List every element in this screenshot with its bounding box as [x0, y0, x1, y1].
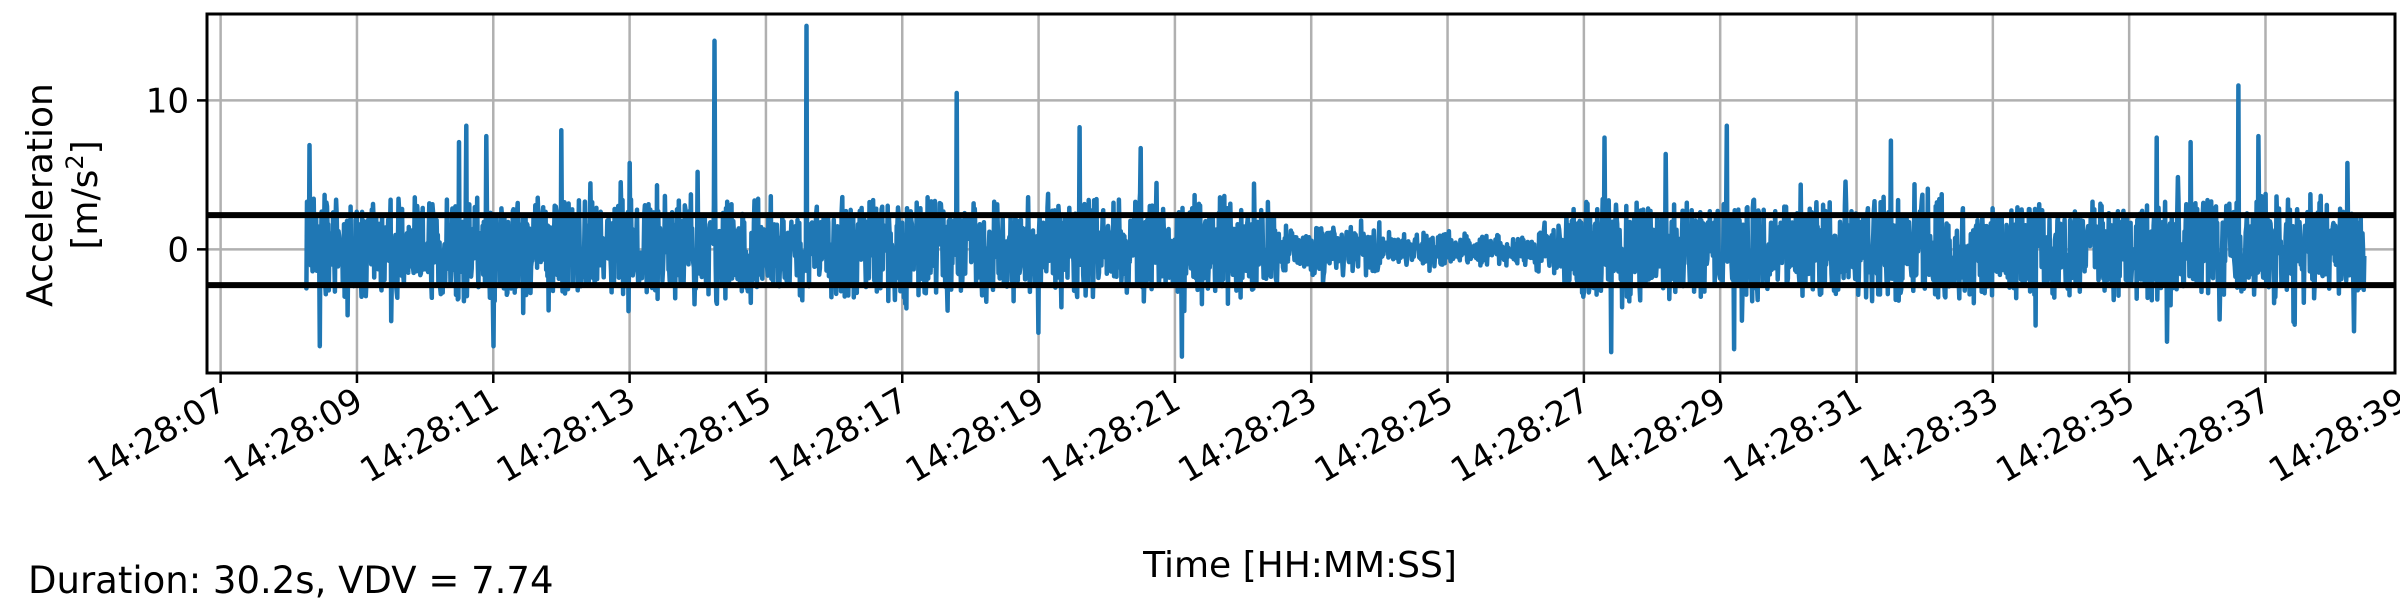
- x-axis-ticks: 14:28:0714:28:0914:28:1114:28:1314:28:15…: [81, 373, 2400, 491]
- x-tick-label: 14:28:39: [2262, 380, 2400, 491]
- y-axis-unit-prefix: [m/s: [65, 170, 106, 250]
- x-tick-label: 14:28:23: [1171, 380, 1323, 491]
- y-axis-unit-superscript: 2: [61, 154, 89, 169]
- x-tick-label: 14:28:27: [1444, 380, 1596, 491]
- x-tick-label: 14:28:09: [217, 380, 369, 491]
- x-tick-label: 14:28:37: [2126, 380, 2278, 491]
- x-tick-label: 14:28:29: [1580, 380, 1732, 491]
- x-tick-label: 14:28:17: [763, 380, 915, 491]
- x-tick-label: 14:28:15: [626, 380, 778, 491]
- y-axis-ticks: 0 10: [146, 81, 207, 270]
- y-axis-label-line2: [m/s2]: [61, 140, 106, 249]
- x-tick-label: 14:28:25: [1308, 380, 1460, 491]
- x-tick-label: 14:28:21: [1035, 380, 1187, 491]
- y-axis-label-line1: Acceleration: [20, 83, 61, 307]
- x-axis-label: Time [HH:MM:SS]: [1142, 545, 1457, 586]
- x-tick-label: 14:28:31: [1717, 380, 1869, 491]
- y-tick-label: 10: [146, 81, 189, 121]
- acceleration-series-line: [303, 23, 2367, 359]
- grid-lines: [207, 14, 2395, 373]
- x-tick-label: 14:28:11: [354, 380, 506, 491]
- x-tick-label: 14:28:19: [899, 380, 1051, 491]
- y-axis-unit-suffix: ]: [65, 140, 106, 154]
- plot-frame: [205, 12, 2397, 375]
- x-tick-label: 14:28:07: [81, 380, 233, 491]
- x-tick-label: 14:28:13: [490, 380, 642, 491]
- duration-vdv-label: Duration: 30.2s, VDV = 7.74: [28, 559, 553, 600]
- x-tick-label: 14:28:35: [1989, 380, 2141, 491]
- x-tick-label: 14:28:33: [1853, 380, 2005, 491]
- threshold-lines: [207, 212, 2395, 289]
- y-tick-label: 0: [167, 230, 189, 270]
- series-layer: [303, 23, 2367, 359]
